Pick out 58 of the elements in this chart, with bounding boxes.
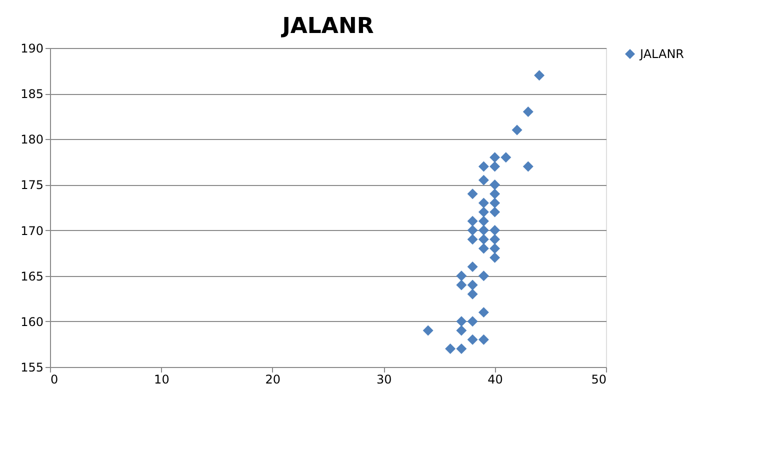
point (500, 152, 512, 163)
point (490, 179, 500, 190)
y-tick-label: 155 (20, 360, 44, 374)
point (422, 325, 434, 336)
point (456, 316, 467, 327)
y-tick-label: 170 (20, 224, 44, 238)
x-tick-label: 20 (265, 372, 281, 386)
point (478, 334, 489, 345)
x-tick-label: 0 (50, 372, 58, 386)
point (478, 174, 489, 186)
point (467, 234, 478, 245)
point (478, 225, 489, 236)
point (490, 152, 500, 163)
point (467, 288, 478, 300)
y-tick-label: 160 (20, 314, 44, 329)
point (478, 307, 489, 318)
point (467, 280, 478, 290)
point (490, 206, 500, 218)
point (522, 106, 534, 118)
legend-label: JALANR (639, 47, 684, 61)
point (467, 216, 478, 226)
y-tick-label: 180 (20, 132, 44, 147)
point (456, 325, 467, 336)
point (478, 216, 489, 226)
point (512, 124, 522, 136)
point (534, 70, 545, 81)
point (467, 262, 478, 272)
point (456, 270, 467, 282)
point (467, 225, 478, 236)
point (467, 316, 478, 327)
point (456, 344, 467, 354)
point (490, 188, 500, 200)
point (490, 161, 500, 172)
x-tick-label: 10 (154, 372, 170, 386)
x-tick-label: 50 (591, 372, 606, 386)
x-tick-label: 30 (376, 372, 392, 386)
x-tick-label: 40 (488, 372, 503, 386)
point (467, 334, 478, 345)
point (478, 198, 489, 208)
point (478, 206, 489, 218)
point (478, 234, 489, 245)
y-tick-label: 185 (20, 87, 44, 102)
point (467, 188, 478, 200)
point (490, 252, 500, 263)
chart-title: JALANR (280, 14, 374, 39)
point (490, 234, 500, 245)
point (522, 161, 534, 172)
point (456, 280, 467, 290)
y-tick-label: 190 (20, 42, 44, 56)
y-tick-label: 165 (20, 269, 44, 284)
point (478, 161, 489, 172)
point (490, 243, 500, 254)
y-tick-label: 175 (20, 178, 44, 192)
point (478, 243, 489, 254)
point (445, 344, 456, 354)
point (490, 225, 500, 236)
point (478, 270, 489, 282)
point (490, 198, 500, 208)
